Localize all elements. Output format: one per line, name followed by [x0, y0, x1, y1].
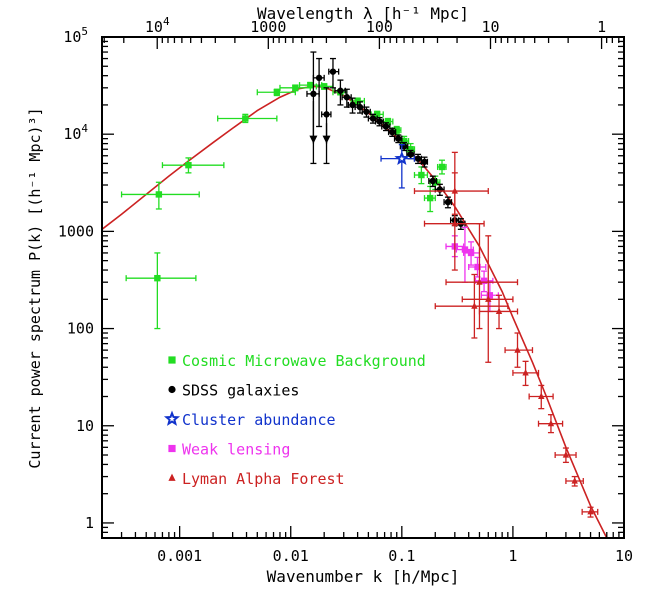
x-axis-title: Wavenumber k [h/Mpc]: [267, 567, 460, 586]
data-point: [382, 123, 390, 130]
data-point: [315, 74, 323, 82]
data-point: [356, 103, 364, 111]
legend-marker-3: [168, 444, 176, 453]
legend-marker-1: [168, 385, 176, 394]
data-point: [414, 155, 422, 162]
data-point: [461, 246, 469, 253]
data-point: [273, 89, 281, 96]
data-point: [418, 171, 425, 179]
y-tick-label: 10: [76, 417, 94, 435]
data-point: [474, 263, 481, 271]
series-1: [306, 51, 466, 230]
data-point: [485, 295, 492, 302]
y-tick-label: 1: [85, 514, 94, 532]
data-point: [369, 115, 377, 122]
data-point: [354, 97, 361, 105]
top-axis-title: Wavelength λ [h⁻¹ Mpc]: [257, 4, 469, 23]
y-tick-label: 100: [67, 320, 94, 338]
legend-marker-4: [168, 473, 176, 481]
data-point: [562, 451, 570, 458]
data-point: [495, 307, 503, 315]
series-4: [413, 151, 599, 518]
series-2: [380, 144, 416, 189]
data-point: [329, 68, 337, 75]
data-point: [426, 194, 434, 202]
data-point: [476, 278, 483, 285]
top-tick-label: 100: [366, 18, 393, 36]
data-point: [451, 187, 459, 194]
data-point: [467, 249, 475, 257]
data-point: [154, 274, 161, 282]
upper-limit-arrow: [322, 135, 331, 144]
data-point: [242, 115, 249, 122]
data-point: [429, 177, 436, 185]
top-tick-label: 1000: [250, 18, 286, 36]
top-tick-label: 104: [145, 15, 170, 36]
legend-label-4: Lyman Alpha Forest: [182, 470, 345, 488]
y-tick-label: 105: [63, 25, 88, 46]
legend-label-1: SDSS galaxies: [182, 382, 299, 400]
data-point: [400, 137, 408, 145]
plot-frame: [101, 36, 625, 539]
top-tick-label: 10: [481, 18, 499, 36]
data-point: [384, 118, 392, 125]
data-point: [407, 146, 414, 153]
x-tick-label: 0.001: [157, 547, 202, 565]
data-point: [547, 419, 555, 427]
data-point: [292, 84, 299, 92]
data-points-layer: [120, 51, 599, 518]
model-curve: [101, 85, 608, 539]
x-tick-label: 1: [508, 547, 517, 565]
x-tick-label: 10: [615, 547, 633, 565]
data-point: [349, 101, 356, 109]
legend: Cosmic Microwave Background SDSS galaxies…: [163, 352, 426, 488]
data-point: [310, 90, 317, 98]
data-point: [337, 87, 344, 94]
data-point: [393, 126, 400, 134]
y-tick-label: 104: [63, 122, 88, 143]
x-tick-label: 0.01: [273, 547, 309, 565]
top-tick-label: 1: [597, 18, 606, 36]
axis-ticks-layer: 0.001 0.01 0.1 1 10 1 10 100 1000 104 105 104 1000 10…: [58, 15, 633, 565]
data-point: [538, 392, 545, 400]
legend-label-2: Cluster abundance: [182, 411, 336, 429]
legend-label-3: Weak lensing: [182, 441, 290, 459]
data-point: [389, 128, 396, 136]
data-point: [343, 94, 351, 101]
data-point: [438, 163, 446, 171]
model-curve-layer: [101, 85, 608, 539]
legend-marker-2: [163, 410, 181, 426]
data-point: [395, 135, 402, 142]
data-point: [185, 161, 192, 169]
y-axis-title: Current power spectrum P(k) [(h⁻¹ Mpc)³]: [26, 107, 44, 468]
data-point: [320, 83, 328, 90]
data-point: [407, 151, 414, 158]
data-point: [373, 111, 381, 118]
data-point: [471, 302, 478, 309]
data-point: [363, 108, 370, 115]
data-point: [155, 191, 163, 198]
data-point: [421, 158, 428, 165]
data-point: [444, 198, 452, 206]
data-point: [587, 508, 594, 515]
data-point: [451, 219, 459, 227]
data-point: [514, 346, 521, 353]
data-point: [486, 292, 494, 299]
y-tick-label: 1000: [58, 222, 94, 240]
data-point: [323, 111, 330, 118]
data-point: [394, 150, 410, 165]
x-tick-label: 0.1: [388, 547, 415, 565]
data-point: [480, 277, 488, 285]
legend-label-0: Cosmic Microwave Background: [182, 352, 426, 370]
data-point: [571, 477, 578, 484]
series-0: [120, 81, 447, 330]
legend-marker-0: [168, 356, 176, 364]
data-point: [522, 369, 529, 376]
upper-limit-arrow: [309, 135, 318, 144]
data-point: [376, 118, 383, 125]
data-point: [307, 81, 314, 89]
